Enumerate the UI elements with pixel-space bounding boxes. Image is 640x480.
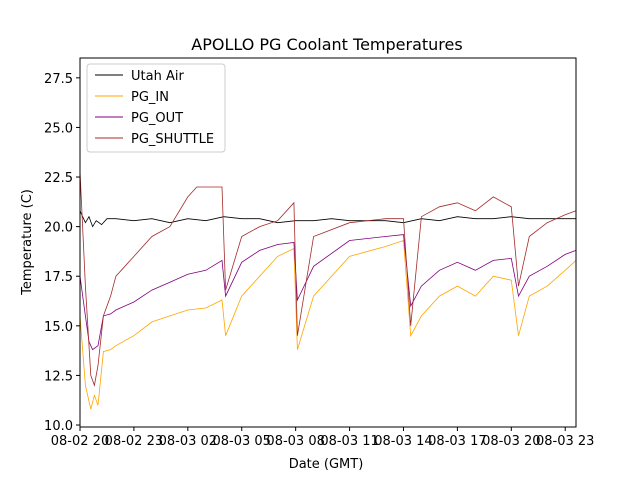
y-tick-label: 10.0: [44, 419, 73, 434]
y-axis-label: Temperature (C): [20, 189, 35, 296]
x-tick-label: 08-03 20: [482, 434, 540, 449]
legend: Utah Air PG_IN PG_OUT PG_SHUTTLE: [86, 63, 226, 153]
y-tick-label: 17.5: [44, 270, 73, 285]
x-tick-label: 08-02 23: [105, 434, 163, 449]
y-tick-label: 20.0: [44, 221, 73, 236]
x-tick-label: 08-03 17: [428, 434, 486, 449]
legend-label: PG_IN: [131, 90, 169, 105]
x-tick-label: 08-03 05: [213, 434, 271, 449]
y-tick-label: 25.0: [44, 121, 73, 136]
x-tick-label: 08-03 14: [374, 434, 432, 449]
y-axis: 10.0 12.5 15.0 17.5 20.0 22.5 25.0 27.5: [44, 72, 80, 434]
legend-label: PG_OUT: [131, 111, 183, 126]
x-axis-label: Date (GMT): [289, 457, 364, 472]
y-tick-label: 22.5: [44, 171, 73, 186]
series-line-pg-shuttle: [79, 171, 577, 387]
x-tick-label: 08-03 08: [266, 434, 324, 449]
y-tick-label: 12.5: [44, 369, 73, 384]
series-layer: [79, 171, 577, 410]
series-line-utah-air: [79, 210, 576, 228]
x-tick-label: 08-03 23: [536, 434, 594, 449]
chart-title: APOLLO PG Coolant Temperatures: [191, 35, 462, 54]
x-tick-label: 08-03 02: [159, 434, 217, 449]
legend-box: [86, 63, 226, 153]
series-line-pg-out: [79, 234, 577, 351]
plot-frame: [79, 57, 577, 428]
series-line-pg-in: [79, 239, 577, 410]
y-tick-label: 27.5: [44, 72, 73, 87]
x-tick-label: 08-02 20: [51, 434, 109, 449]
legend-label: PG_SHUTTLE: [131, 132, 214, 147]
y-tick-label: 15.0: [44, 320, 73, 335]
legend-label: Utah Air: [131, 69, 184, 84]
x-tick-label: 08-03 11: [320, 434, 378, 449]
